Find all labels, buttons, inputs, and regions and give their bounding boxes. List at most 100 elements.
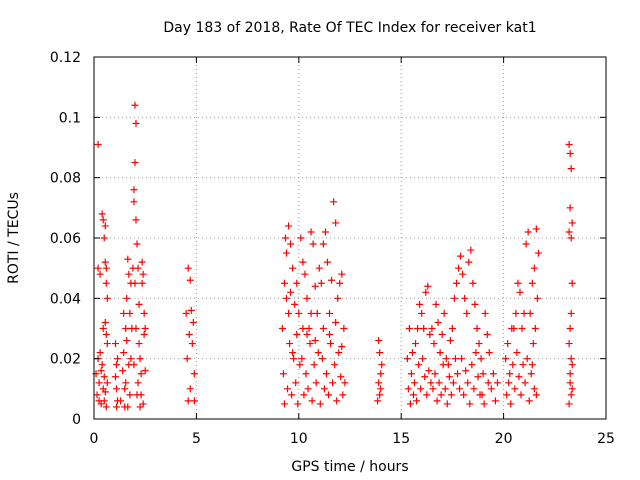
data-point-0-76 <box>140 309 148 317</box>
data-point-0-204 <box>428 325 436 332</box>
data-point-0-222 <box>441 385 449 393</box>
data-point-0-255 <box>483 331 491 339</box>
data-point-0-243 <box>460 391 468 399</box>
data-point-0-122 <box>301 270 309 278</box>
data-point-0-259 <box>491 397 499 405</box>
data-point-0-241 <box>456 385 464 393</box>
data-point-0-36 <box>113 403 121 411</box>
y-tick-label-6: 0.12 <box>50 50 81 66</box>
data-point-0-146 <box>321 228 329 236</box>
data-point-0-205 <box>430 340 438 348</box>
data-point-0-206 <box>432 300 440 308</box>
data-point-0-107 <box>284 385 292 393</box>
y-tick-label-4: 0.08 <box>50 171 81 187</box>
data-point-0-58 <box>131 159 139 167</box>
data-point-0-37 <box>117 397 125 405</box>
data-point-0-131 <box>300 391 308 399</box>
data-point-0-293 <box>533 294 541 302</box>
data-point-0-263 <box>484 379 492 387</box>
data-point-0-187 <box>418 309 426 317</box>
data-point-0-252 <box>477 355 485 363</box>
data-point-0-45 <box>126 309 134 317</box>
data-point-0-213 <box>446 337 454 345</box>
data-point-0-139 <box>316 400 324 408</box>
data-point-0-168 <box>319 325 327 332</box>
data-point-0-236 <box>469 279 477 287</box>
data-point-0-155 <box>340 325 348 332</box>
data-point-0-218 <box>433 397 441 405</box>
data-point-0-268 <box>510 325 518 332</box>
data-point-0-176 <box>376 391 384 399</box>
data-point-0-302 <box>567 165 575 173</box>
data-point-0-281 <box>513 349 521 357</box>
data-point-0-182 <box>407 370 415 378</box>
data-point-0-123 <box>303 294 311 302</box>
data-point-0-68 <box>134 379 142 387</box>
data-point-0-135 <box>308 397 316 405</box>
chart-title: Day 183 of 2018, Rate Of TEC Index for r… <box>163 20 536 36</box>
data-point-0-316 <box>566 379 574 387</box>
data-point-0-179 <box>378 361 386 369</box>
data-point-0-70 <box>132 325 140 332</box>
data-point-0-173 <box>376 349 384 357</box>
x-tick-label-3: 15 <box>392 431 410 447</box>
data-point-0-105 <box>295 309 303 317</box>
data-point-0-140 <box>299 325 307 332</box>
data-point-0-231 <box>459 270 467 278</box>
data-point-0-72 <box>137 370 145 378</box>
data-point-0-203 <box>427 379 435 387</box>
data-point-0-102 <box>289 264 297 272</box>
data-point-0-78 <box>141 325 149 332</box>
data-point-0-288 <box>526 309 534 317</box>
data-point-0-11 <box>96 270 104 278</box>
tick-labels: 0 5 10 15 20 25 0 0.02 0.04 0.06 0.08 0.1 0.12 <box>50 50 615 447</box>
data-point-0-86 <box>186 276 194 284</box>
data-point-0-226 <box>449 379 457 387</box>
data-point-0-300 <box>565 140 573 148</box>
data-point-0-132 <box>302 370 310 378</box>
data-point-0-113 <box>296 361 304 369</box>
data-point-0-128 <box>313 309 321 317</box>
data-point-0-80 <box>139 400 147 408</box>
data-point-0-221 <box>439 361 447 369</box>
data-point-0-46 <box>126 391 134 399</box>
data-point-0-75 <box>139 270 147 278</box>
data-point-0-28 <box>97 367 105 375</box>
data-point-0-184 <box>412 340 420 348</box>
data-point-0-246 <box>466 400 474 408</box>
data-point-0-172 <box>375 337 383 345</box>
data-point-0-262 <box>480 400 488 408</box>
data-point-0-110 <box>290 355 298 363</box>
data-point-0-127 <box>311 282 319 290</box>
data-point-0-244 <box>462 367 470 375</box>
data-point-0-274 <box>522 240 530 248</box>
data-point-0-209 <box>438 331 446 339</box>
data-point-0-87 <box>188 340 196 348</box>
y-tick-label-1: 0.02 <box>50 352 81 368</box>
data-point-0-119 <box>287 288 295 296</box>
data-point-0-151 <box>332 219 340 227</box>
data-point-0-15 <box>101 222 109 230</box>
data-point-0-93 <box>190 397 198 405</box>
data-point-0-201 <box>423 391 431 399</box>
data-point-0-279 <box>509 361 517 369</box>
data-point-0-190 <box>424 282 432 290</box>
data-point-0-159 <box>324 391 332 399</box>
data-point-0-294 <box>531 325 539 332</box>
x-tick-label-2: 10 <box>290 431 308 447</box>
data-point-0-153 <box>336 279 344 287</box>
data-point-0-44 <box>125 270 133 278</box>
data-point-0-257 <box>487 385 495 393</box>
data-point-0-309 <box>566 325 574 332</box>
data-point-0-240 <box>454 370 462 378</box>
data-point-0-61 <box>130 186 138 194</box>
data-point-0-296 <box>527 370 535 378</box>
data-point-0-41 <box>122 325 130 332</box>
data-point-0-77 <box>140 331 148 339</box>
data-point-0-306 <box>567 234 575 242</box>
data-point-0-265 <box>504 340 512 348</box>
data-point-0-149 <box>328 276 336 284</box>
data-point-0-313 <box>568 385 576 393</box>
data-point-0-228 <box>452 279 460 287</box>
